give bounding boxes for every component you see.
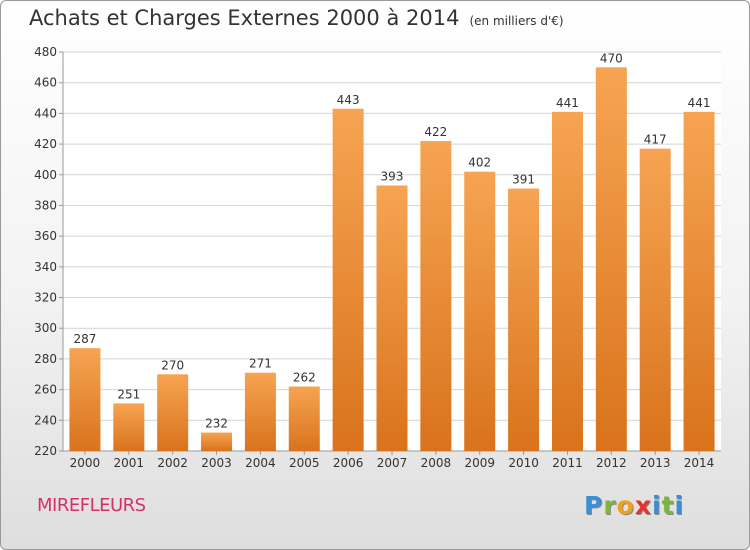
y-tick-label: 320 — [34, 291, 57, 305]
bar — [201, 432, 233, 451]
bar — [69, 348, 101, 451]
y-tick-label: 420 — [34, 137, 57, 151]
logo-letter: o — [616, 491, 635, 520]
x-tick-label: 2001 — [114, 456, 145, 470]
y-tick-label: 220 — [34, 444, 57, 458]
y-tick-label: 380 — [34, 198, 57, 212]
x-tick-label: 2006 — [333, 456, 364, 470]
bar — [244, 372, 276, 451]
data-label: 271 — [249, 357, 272, 371]
bar — [683, 111, 715, 451]
data-label: 443 — [337, 93, 360, 107]
y-tick-label: 400 — [34, 168, 57, 182]
bar — [113, 403, 145, 451]
y-tick-label: 480 — [34, 45, 57, 59]
data-label: 441 — [556, 96, 579, 110]
data-label: 270 — [161, 358, 184, 372]
y-tick-label: 360 — [34, 229, 57, 243]
logo-letter: i — [652, 491, 662, 520]
proxiti-logo: Proxiti — [584, 491, 684, 520]
data-label: 417 — [644, 133, 667, 147]
bar — [420, 141, 452, 451]
y-tick-label: 300 — [34, 321, 57, 335]
bar — [157, 374, 189, 451]
x-tick-label: 2010 — [508, 456, 539, 470]
logo-letter: P — [584, 491, 604, 520]
logo-letter: r — [603, 491, 617, 520]
x-tick-label: 2007 — [377, 456, 408, 470]
x-tick-label: 2000 — [70, 456, 101, 470]
chart-title: Achats et Charges Externes 2000 à 2014 (e… — [29, 6, 564, 30]
data-label: 402 — [468, 156, 491, 170]
y-tick-label: 240 — [34, 413, 57, 427]
x-tick-label: 2005 — [289, 456, 320, 470]
y-tick-label: 340 — [34, 260, 57, 274]
x-tick-label: 2009 — [464, 456, 495, 470]
x-tick-label: 2014 — [684, 456, 715, 470]
title-text: Achats et Charges Externes 2000 à 2014 — [29, 6, 460, 30]
title-unit: (en milliers d'€) — [469, 14, 564, 28]
y-tick-label: 440 — [34, 106, 57, 120]
bar — [551, 111, 583, 451]
bar — [288, 386, 320, 451]
data-label: 262 — [293, 371, 316, 385]
y-tick-label: 280 — [34, 352, 57, 366]
bar — [595, 67, 627, 451]
x-tick-label: 2013 — [640, 456, 671, 470]
logo-letter: t — [661, 491, 675, 520]
bar — [376, 185, 408, 451]
x-tick-label: 2011 — [552, 456, 583, 470]
y-tick-label: 460 — [34, 76, 57, 90]
logo-letter: i — [674, 491, 685, 520]
x-tick-label: 2008 — [421, 456, 452, 470]
bar — [332, 108, 364, 452]
logo-letter: x — [634, 491, 652, 520]
x-tick-label: 2004 — [245, 456, 276, 470]
bar — [464, 171, 496, 451]
data-label: 470 — [600, 51, 623, 65]
data-label: 441 — [688, 96, 711, 110]
bar — [639, 148, 671, 451]
y-tick-label: 260 — [34, 383, 57, 397]
town-name: MIREFLEURS — [37, 495, 146, 516]
x-tick-label: 2012 — [596, 456, 627, 470]
data-label: 422 — [424, 125, 447, 139]
data-label: 287 — [73, 332, 96, 346]
bar — [508, 188, 540, 452]
data-label: 393 — [381, 170, 404, 184]
data-label: 251 — [117, 387, 140, 401]
x-tick-label: 2002 — [157, 456, 188, 470]
data-label: 232 — [205, 417, 228, 431]
data-label: 391 — [512, 173, 535, 187]
x-tick-label: 2003 — [201, 456, 232, 470]
